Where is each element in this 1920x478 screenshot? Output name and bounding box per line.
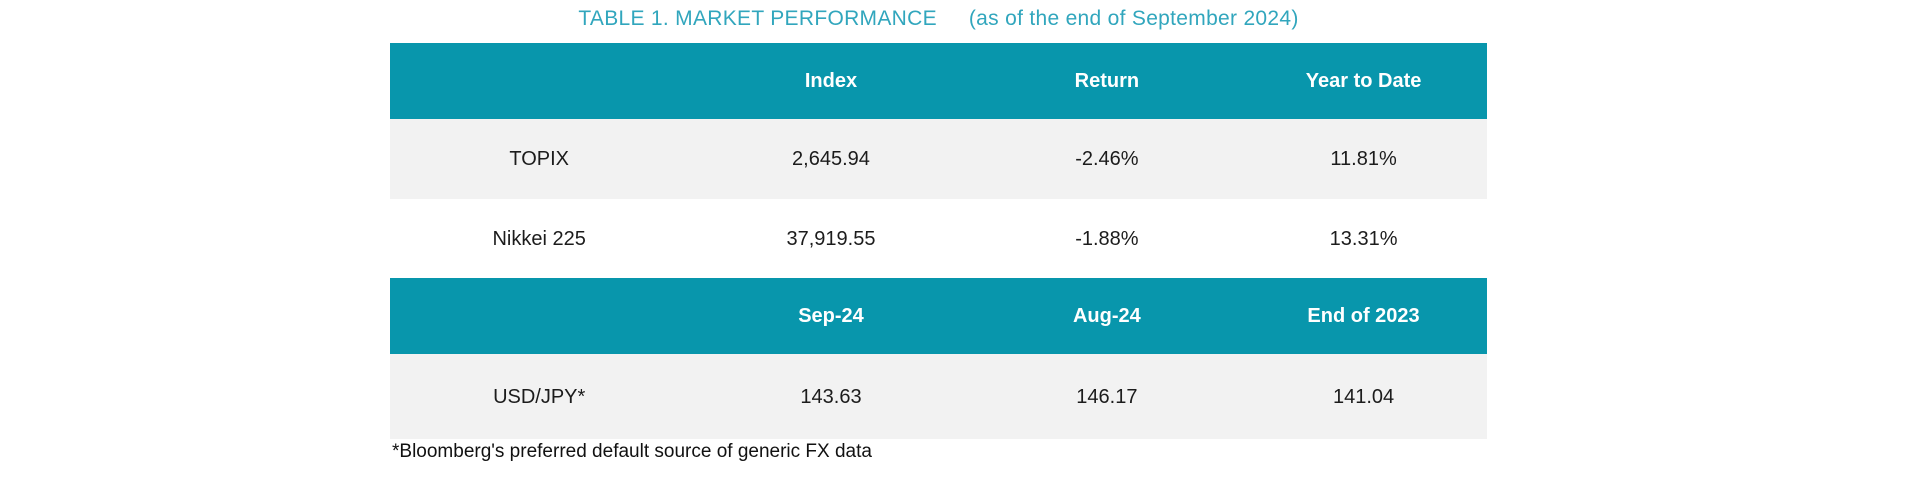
usdjpy-end-of-2023-value: 141.04 [1332,385,1395,408]
nikkei-return-value: -1.88% [1075,227,1139,250]
column-header-aug-24: Aug-24 [1072,305,1141,327]
usdjpy-aug-24-value: 146.17 [1076,385,1138,408]
table-row-nikkei: Nikkei 225 37,919.55 -1.88% 13.31% [390,199,1487,278]
column-header-index: Index [804,70,858,92]
nikkei-index-value: 37,919.55 [786,227,876,250]
table-title: TABLE 1. MARKET PERFORMANCE (as of the en… [390,7,1487,31]
table-row-usdjpy: USD/JPY* 143.63 146.17 141.04 [390,354,1487,439]
column-header-year-to-date: Year to Date [1305,70,1422,92]
table-title-suffix: (as of the end of September 2024) [968,7,1299,30]
table-title-main: TABLE 1. MARKET PERFORMANCE [578,7,937,30]
header-row-dates: Sep-24 Aug-24 End of 2023 [390,278,1487,354]
column-header-end-of-2023: End of 2023 [1307,305,1420,327]
row-label-usdjpy: USD/JPY* [493,385,586,408]
topix-index-value: 2,645.94 [792,148,870,170]
topix-return-value: -2.46% [1075,148,1139,170]
usdjpy-sep-24-value: 143.63 [800,385,862,408]
column-header-sep-24: Sep-24 [798,305,864,327]
nikkei-ytd-value: 13.31% [1329,227,1398,250]
header-row-index: Index Return Year to Date [390,43,1487,119]
table-row-topix: TOPIX 2,645.94 -2.46% 11.81% [390,119,1487,199]
topix-ytd-value: 11.81% [1330,148,1397,170]
row-label-nikkei: Nikkei 225 [492,227,586,250]
market-performance-table: Index Return Year to Date TOPIX 2,645.94… [390,43,1487,439]
column-header-return: Return [1074,70,1140,92]
row-label-topix: TOPIX [509,148,570,170]
footnote: *Bloomberg's preferred default source of… [392,441,872,462]
